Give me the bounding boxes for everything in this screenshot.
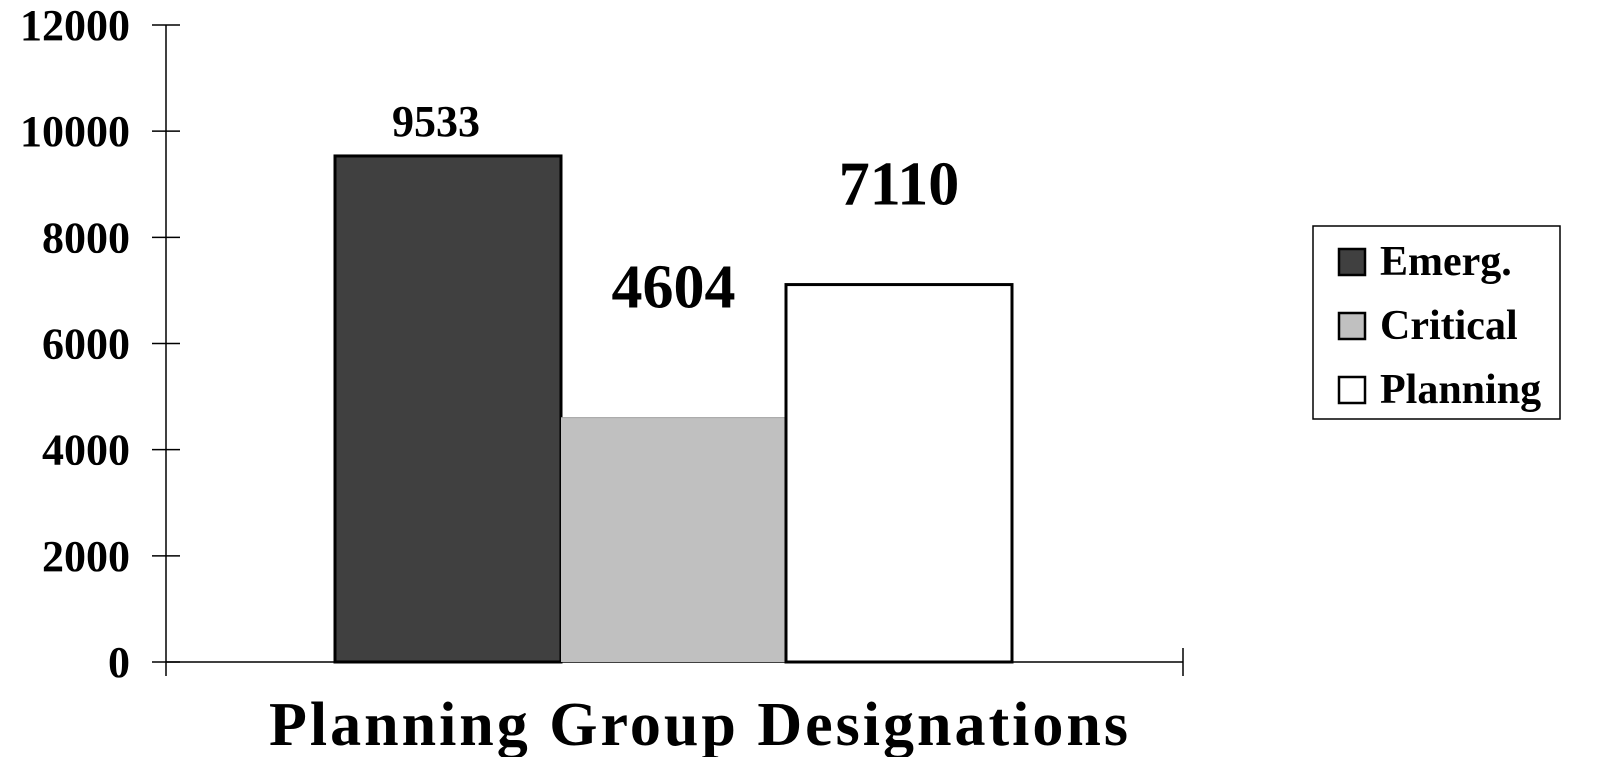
legend-label-emerg: Emerg.	[1380, 239, 1512, 285]
legend-swatch-emerg	[1337, 247, 1367, 277]
y-tick-label: 6000	[42, 320, 130, 369]
bar-emerg	[333, 154, 563, 664]
legend-label-planning: Planning	[1380, 367, 1541, 413]
y-tick-label: 8000	[42, 213, 130, 262]
data-labels: 9533 4604 7110	[392, 97, 959, 322]
data-label-emerg: 9533	[392, 97, 480, 146]
y-tick-label: 12000	[20, 1, 130, 50]
legend: Emerg. Critical Planning	[1312, 225, 1561, 420]
y-tick-label: 0	[108, 638, 130, 687]
data-label-planning: 7110	[839, 151, 960, 219]
y-tick-label: 2000	[42, 532, 130, 581]
bar-critical	[561, 417, 786, 662]
y-tick-label: 4000	[42, 426, 130, 475]
bar-planning	[784, 283, 1014, 664]
data-label-critical: 4604	[612, 254, 736, 322]
legend-swatch-critical	[1337, 311, 1367, 341]
axes: 0 2000 4000 6000 8000 10000 12000	[20, 1, 1184, 687]
bars	[333, 154, 1014, 664]
legend-swatch-planning	[1337, 375, 1367, 405]
x-axis-label: Planning Group Designations	[269, 691, 1131, 757]
legend-label-critical: Critical	[1380, 303, 1518, 349]
y-tick-label: 10000	[20, 107, 130, 156]
